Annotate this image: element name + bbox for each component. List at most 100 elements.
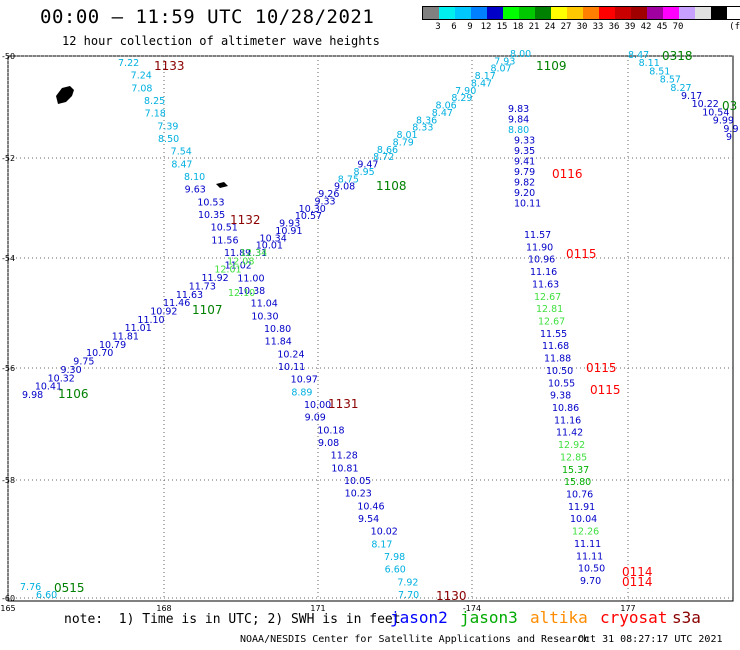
wave-value: 7.22 <box>118 58 139 69</box>
legend-swatch <box>455 7 471 19</box>
wave-value: 11.42 <box>556 428 583 439</box>
wave-value: 7.24 <box>131 71 152 82</box>
track-label: 0114 <box>622 575 653 589</box>
wave-value: 11.81 <box>112 332 139 343</box>
wave-value: 10.79 <box>99 340 126 351</box>
wave-value: 9.79 <box>514 167 535 178</box>
wave-value: 10.11 <box>514 199 541 210</box>
wave-value: 8.17 <box>475 71 496 82</box>
wave-value: 7.98 <box>384 552 405 563</box>
islands <box>56 86 228 188</box>
wave-value: 8.33 <box>412 123 433 134</box>
wave-value: 11.56 <box>211 235 238 246</box>
wave-value: 10.80 <box>264 324 291 335</box>
legend-swatch <box>567 7 583 19</box>
wave-value: 15.37 <box>562 465 589 476</box>
wave-value: 9.84 <box>508 115 529 126</box>
lon-label: -174 <box>463 604 481 613</box>
lon-label: 171 <box>310 604 325 613</box>
legend-swatch <box>599 7 615 19</box>
wave-value: 9.63 <box>185 185 206 196</box>
wave-value: 7.54 <box>171 147 192 158</box>
wave-value: 10.86 <box>552 403 579 414</box>
lon-label: 165 <box>0 604 15 613</box>
legend-label: 24 <box>544 22 556 32</box>
wave-value: 7.92 <box>397 577 418 588</box>
wave-value: 11.90 <box>526 242 553 253</box>
wave-value: 9.47 <box>357 160 378 171</box>
wave-value: 11.16 <box>530 267 557 278</box>
wave-value: 10.54 <box>702 107 729 118</box>
wave-value: 11.68 <box>542 341 569 352</box>
wave-value: 10.02 <box>371 527 398 538</box>
wave-value: 8.75 <box>338 174 359 185</box>
wave-value: 9.93 <box>279 219 300 230</box>
wave-value: 9.33 <box>514 136 535 147</box>
legend-swatch <box>583 7 599 19</box>
wave-value: 8.51 <box>649 66 670 77</box>
wave-value: 11.92 <box>202 273 229 284</box>
wave-value: 8.47 <box>432 108 453 119</box>
wave-value: 7.08 <box>131 83 152 94</box>
track-label: 0115 <box>566 247 597 261</box>
legend-label: 33 <box>592 22 604 32</box>
legend-label: 36 <box>608 22 620 32</box>
wave-value: 10.22 <box>692 99 719 110</box>
track-label: 1130 <box>436 589 467 603</box>
wave-value: 7.93 <box>494 56 515 67</box>
wave-value: 9.33 <box>314 196 335 207</box>
wave-value: 7.39 <box>157 121 178 132</box>
wave-value: 12.34 <box>240 248 267 259</box>
track-label: 0115 <box>586 361 617 375</box>
wave-value: 10.70 <box>86 348 113 359</box>
wave-value: 11.28 <box>331 451 358 462</box>
wave-value: 7.90 <box>455 86 476 97</box>
wave-value: 7.76 <box>20 582 41 593</box>
track-label: 0318 <box>662 49 693 63</box>
legend-label: 6 <box>451 22 457 32</box>
wave-value: 8.47 <box>471 78 492 89</box>
wave-value: 10.00 <box>304 400 331 411</box>
legend-swatch <box>487 7 503 19</box>
legend-swatch <box>695 7 711 19</box>
track-label: 1106 <box>58 387 89 401</box>
wave-value: 11.11 <box>574 539 601 550</box>
legend-unit: (ft) <box>729 22 740 32</box>
wave-value: 10.01 <box>256 241 283 252</box>
legend-swatch <box>679 7 695 19</box>
track-label: 1133 <box>154 59 185 73</box>
wave-value: 8.66 <box>377 145 398 156</box>
wave-value: 8.79 <box>393 137 414 148</box>
wave-value: 9.08 <box>334 182 355 193</box>
wave-value: 9.70 <box>580 576 601 587</box>
wave-value: 11.91 <box>568 502 595 513</box>
wave-value: 8.01 <box>396 130 417 141</box>
wave-value: 8.17 <box>371 539 392 550</box>
track-label: 1132 <box>230 213 261 227</box>
wave-value: 10.41 <box>35 382 62 393</box>
wave-value: 12.01 <box>214 265 241 276</box>
wave-value: 8.80 <box>508 125 529 136</box>
lat-label: -54 <box>2 254 15 263</box>
wave-value: 10.96 <box>528 255 555 266</box>
wave-value: 9.75 <box>73 357 94 368</box>
track-label: 0116 <box>552 167 583 181</box>
wave-value: 10.32 <box>48 373 75 384</box>
wave-value: 11.88 <box>544 354 571 365</box>
legend-swatch <box>551 7 567 19</box>
wave-value: 6.60 <box>36 590 57 601</box>
wave-value: 11.10 <box>137 315 164 326</box>
legend-swatch <box>439 7 455 19</box>
wave-value: 11.11 <box>576 551 603 562</box>
wave-value: 9.41 <box>514 157 535 168</box>
wave-value: 10.81 <box>331 463 358 474</box>
wave-value: 10.55 <box>548 378 575 389</box>
legend-swatch <box>711 7 727 19</box>
wave-value: 12.85 <box>560 452 587 463</box>
page-title: 00:00 – 11:59 UTC 10/28/2021 <box>40 6 375 28</box>
wave-value: 8.95 <box>354 167 375 178</box>
wave-value: 12.10 <box>228 288 255 299</box>
map-grid <box>7 55 733 601</box>
